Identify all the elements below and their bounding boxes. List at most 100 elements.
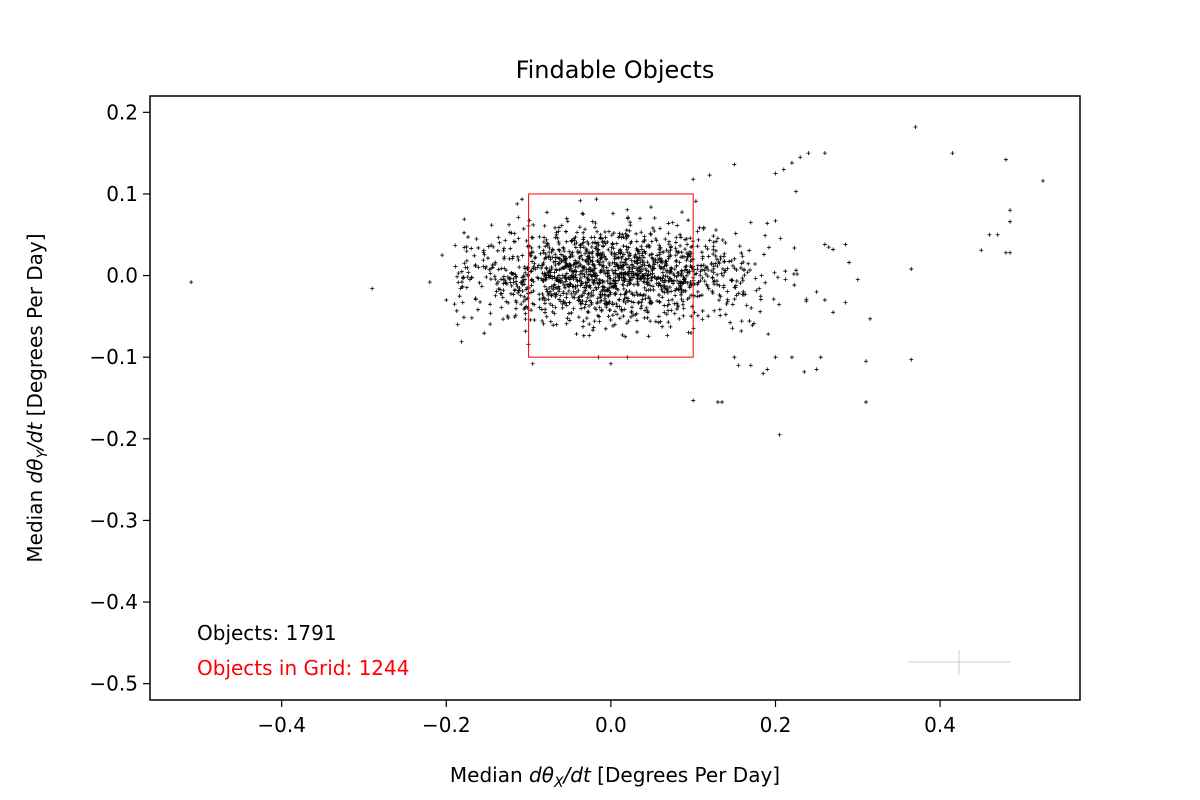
data-point	[545, 289, 550, 294]
data-point	[517, 265, 522, 270]
data-point	[713, 261, 718, 266]
data-point	[601, 268, 606, 273]
data-point	[723, 240, 728, 245]
data-point	[642, 275, 647, 280]
data-point	[685, 242, 690, 247]
data-point	[642, 315, 647, 320]
data-point	[695, 289, 700, 294]
data-point	[558, 299, 563, 304]
data-point	[700, 317, 705, 322]
grid-region-box	[528, 193, 694, 358]
data-point	[529, 269, 534, 274]
data-point	[489, 243, 494, 248]
x-tick-label: 0.0	[595, 713, 627, 737]
data-point	[615, 272, 620, 277]
data-point	[794, 189, 799, 194]
data-point	[505, 274, 510, 279]
data-point	[564, 321, 569, 326]
data-point	[523, 329, 528, 334]
data-point	[496, 280, 501, 285]
data-point	[464, 285, 469, 290]
data-point	[587, 277, 592, 282]
data-point	[543, 310, 548, 315]
data-point	[542, 284, 547, 289]
data-point	[481, 248, 486, 253]
data-point	[695, 282, 700, 287]
data-point	[597, 319, 602, 324]
data-point	[465, 275, 470, 280]
chart-title: Findable Objects	[516, 56, 715, 84]
data-point	[739, 329, 744, 334]
data-point	[549, 293, 554, 298]
data-point	[657, 243, 662, 248]
data-point	[506, 315, 511, 320]
data-point	[706, 254, 711, 259]
data-point	[453, 264, 458, 269]
data-point	[632, 259, 637, 264]
data-point	[537, 234, 542, 239]
data-point	[553, 252, 558, 257]
data-point	[1008, 219, 1013, 224]
data-point	[610, 300, 615, 305]
data-point	[723, 268, 728, 273]
data-point	[763, 233, 768, 238]
data-point	[718, 294, 723, 299]
data-point	[757, 286, 762, 291]
data-point	[562, 249, 567, 254]
data-point	[578, 198, 583, 203]
data-point	[572, 261, 577, 266]
data-point	[773, 171, 778, 176]
data-point	[678, 279, 683, 284]
data-point	[582, 305, 587, 310]
data-point	[658, 226, 663, 231]
data-point	[758, 309, 763, 314]
data-point	[624, 228, 629, 233]
data-point	[586, 292, 591, 297]
data-point	[674, 263, 679, 268]
data-point	[462, 261, 467, 266]
data-point	[717, 307, 722, 312]
data-point	[547, 254, 552, 259]
data-point	[520, 197, 525, 202]
data-point	[653, 319, 658, 324]
data-point	[608, 317, 613, 322]
data-point	[734, 279, 739, 284]
data-point	[688, 254, 693, 259]
data-point	[542, 223, 547, 228]
data-point	[617, 316, 622, 321]
data-point	[482, 252, 487, 257]
plot-frame	[149, 95, 1081, 701]
data-point	[1003, 157, 1008, 162]
data-point	[663, 237, 668, 242]
data-point	[624, 290, 629, 295]
data-point	[651, 284, 656, 289]
data-point	[638, 260, 643, 265]
data-point	[600, 292, 605, 297]
data-point	[661, 266, 666, 271]
data-point	[718, 313, 723, 318]
data-point	[493, 261, 498, 266]
data-point	[798, 155, 803, 160]
data-point	[556, 239, 561, 244]
data-point	[557, 242, 562, 247]
data-point	[641, 293, 646, 298]
data-point	[607, 308, 612, 313]
data-point	[608, 361, 613, 366]
data-point	[574, 290, 579, 295]
data-point	[646, 273, 651, 278]
data-point	[656, 293, 661, 298]
data-point	[564, 271, 569, 276]
data-point	[699, 250, 704, 255]
data-point	[639, 303, 644, 308]
data-point	[513, 313, 518, 318]
data-point	[370, 286, 375, 291]
data-point	[652, 215, 657, 220]
data-point	[635, 261, 640, 266]
data-point	[689, 293, 694, 298]
data-point	[671, 271, 676, 276]
data-point	[695, 267, 700, 272]
data-point	[529, 235, 534, 240]
data-point	[765, 367, 770, 372]
data-point	[723, 312, 728, 317]
data-point	[564, 303, 569, 308]
